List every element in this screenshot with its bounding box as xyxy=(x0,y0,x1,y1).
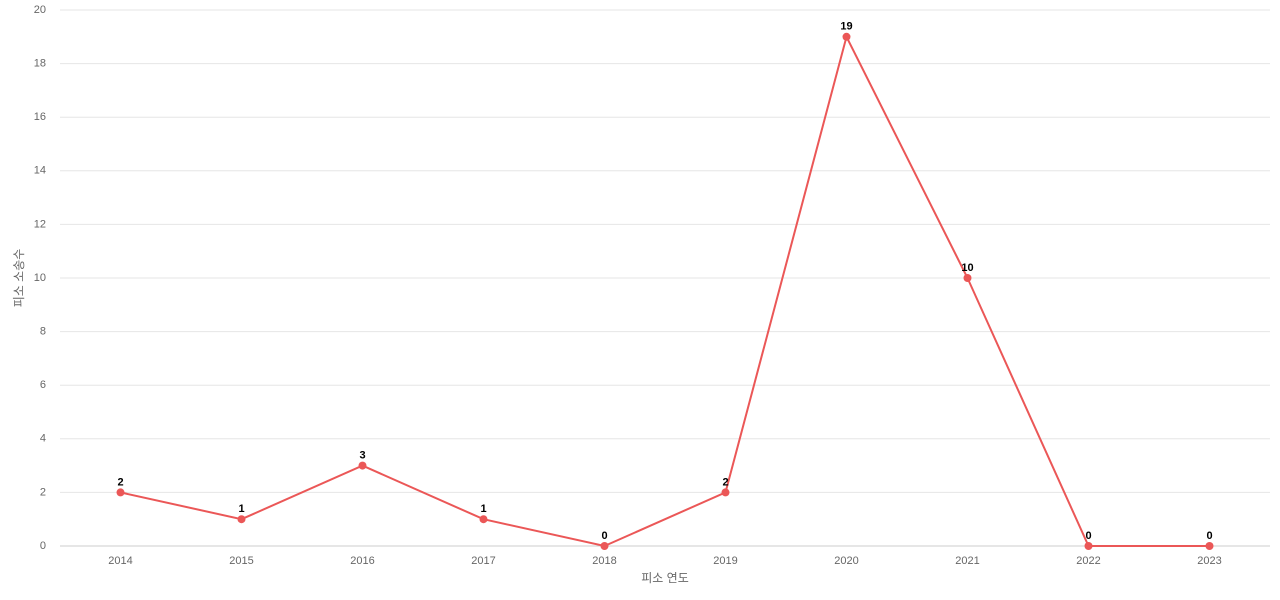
x-tick-label: 2020 xyxy=(834,555,858,567)
data-label: 0 xyxy=(1206,530,1212,542)
y-tick-label: 20 xyxy=(34,4,46,16)
x-tick-label: 2021 xyxy=(955,555,979,567)
x-axis-title: 피소 연도 xyxy=(641,571,689,585)
data-label: 1 xyxy=(480,503,486,515)
data-label: 3 xyxy=(359,450,365,462)
line xyxy=(120,33,1210,548)
y-tick-label: 18 xyxy=(34,58,46,70)
x-tick-label: 2014 xyxy=(108,555,132,567)
x-tick-label: 2017 xyxy=(471,555,495,567)
x-tick-label: 2023 xyxy=(1197,555,1221,567)
y-tick-label: 16 xyxy=(34,111,46,123)
data-label: 0 xyxy=(1085,530,1091,542)
point xyxy=(237,515,246,524)
point xyxy=(963,274,972,282)
y-tick-label: 0 xyxy=(40,540,46,552)
data-label: 2 xyxy=(117,476,123,488)
point xyxy=(1084,542,1093,550)
point xyxy=(116,488,125,497)
data-label: 2 xyxy=(722,476,728,488)
x-tick-label: 2016 xyxy=(350,555,374,567)
y-tick-label: 12 xyxy=(34,218,46,230)
x-tick-label: 2019 xyxy=(713,555,737,567)
point xyxy=(600,542,609,550)
point xyxy=(842,32,851,41)
y-tick-label: 6 xyxy=(40,379,46,391)
data-label: 1 xyxy=(238,503,244,515)
y-tick-label: 14 xyxy=(34,165,46,177)
x-tick-label: 2015 xyxy=(229,555,253,567)
point xyxy=(479,515,488,524)
y-tick-label: 4 xyxy=(40,433,46,445)
x-tick-label: 2022 xyxy=(1076,555,1100,567)
x-tick-label: 2018 xyxy=(592,555,616,567)
data-label: 10 xyxy=(961,262,973,274)
point xyxy=(358,461,367,470)
point xyxy=(721,488,730,497)
y-tick-label: 2 xyxy=(40,486,46,498)
y-axis-title: 피소 소송수 xyxy=(12,249,26,308)
point xyxy=(1205,542,1214,550)
data-label: 19 xyxy=(840,21,852,33)
y-tick-label: 8 xyxy=(40,326,46,338)
data-label: 0 xyxy=(601,530,607,542)
y-tick-label: 10 xyxy=(34,272,46,284)
